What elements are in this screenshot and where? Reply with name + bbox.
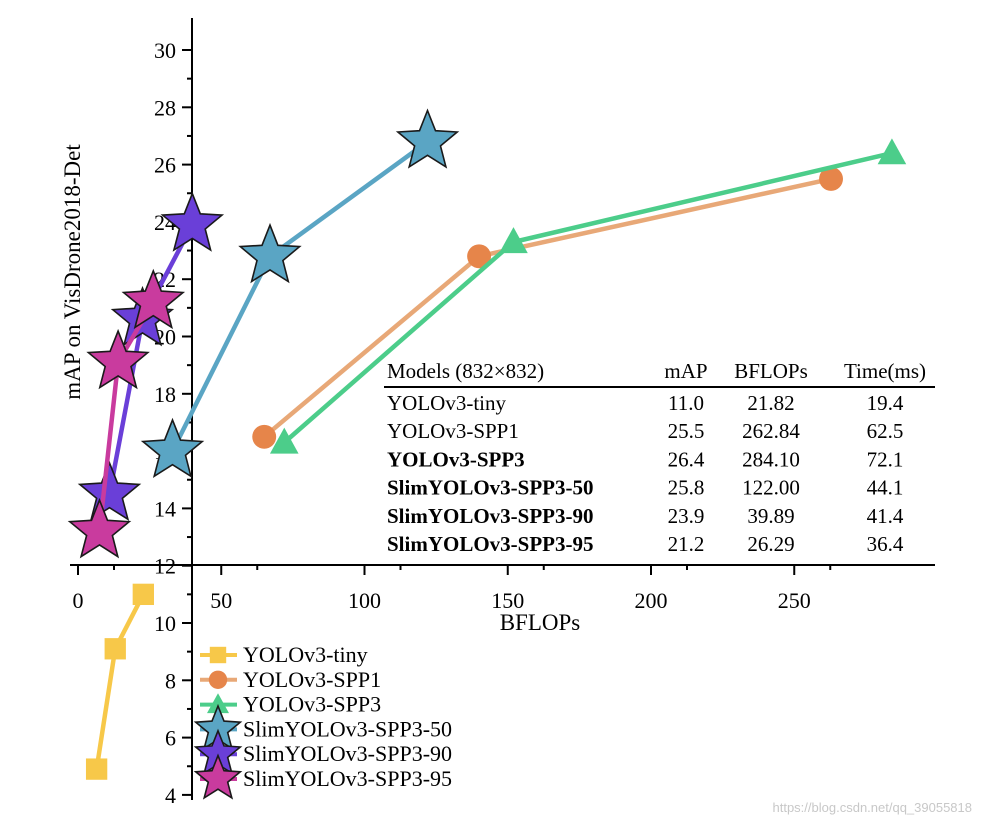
- y-tick-label: 14: [154, 496, 176, 521]
- y-tick-label: 4: [165, 783, 176, 808]
- table-header: mAP: [664, 359, 707, 383]
- stats-table: Models (832×832) mAP BFLOPs Time(ms) YOLOv3-…: [384, 359, 935, 556]
- data-point: [467, 244, 492, 269]
- table-cell-bflops: 122.00: [742, 476, 800, 500]
- series-line: [262, 176, 832, 439]
- legend-marker: [209, 646, 227, 664]
- table-cell-time: 44.1: [867, 476, 904, 500]
- table-cell-bflops: 284.10: [742, 447, 800, 471]
- series-SlimYOLOv3-SPP3-50: [140, 108, 460, 479]
- legend-item: SlimYOLOv3-SPP3-50: [193, 703, 452, 751]
- y-tick-label: 10: [154, 611, 176, 636]
- table-row: YOLOv3-SPP1 25.5 262.84 62.5: [387, 419, 903, 443]
- legend-marker: [193, 753, 243, 800]
- y-tick-label: 30: [154, 38, 176, 63]
- data-point: [160, 191, 225, 252]
- watermark: https://blog.csdn.net/qq_39055818: [773, 800, 973, 815]
- legend-label: YOLOv3-tiny: [243, 642, 368, 667]
- legend-label: YOLOv3-SPP3: [243, 692, 381, 717]
- table-header: Time(ms): [844, 359, 926, 383]
- series-line: [94, 593, 146, 770]
- data-point: [77, 460, 142, 522]
- table-cell-bflops: 26.29: [747, 532, 794, 556]
- data-point: [819, 166, 843, 191]
- legend-label: SlimYOLOv3-SPP3-95: [243, 766, 452, 791]
- table-cell-model: YOLOv3-SPP1: [387, 419, 519, 443]
- legend-label: SlimYOLOv3-SPP3-90: [243, 741, 452, 766]
- y-axis-title: mAP on VisDrone2018-Det: [60, 144, 85, 400]
- series-YOLOv3-SPP1: [252, 166, 843, 449]
- table-cell-bflops: 21.82: [747, 391, 794, 415]
- data-point: [104, 638, 126, 660]
- x-tick-label: 250: [778, 588, 811, 613]
- legend-item: YOLOv3-SPP3: [200, 692, 381, 717]
- table-cell-map: 11.0: [668, 391, 704, 415]
- x-tick-label: 50: [210, 588, 232, 613]
- y-tick-label: 6: [165, 726, 176, 751]
- legend-item: SlimYOLOv3-SPP3-95: [193, 753, 452, 800]
- legend-label: SlimYOLOv3-SPP3-50: [243, 716, 452, 741]
- table-cell-map: 26.4: [668, 447, 705, 471]
- data-point: [85, 758, 108, 780]
- data-point: [252, 424, 277, 449]
- y-tick-label: 18: [154, 382, 176, 407]
- y-tick-label: 12: [154, 554, 176, 579]
- x-tick-label: 0: [73, 588, 84, 613]
- legend: YOLOv3-tinyYOLOv3-SPP1YOLOv3-SPP3SlimYOL…: [193, 642, 452, 800]
- table-cell-bflops: 262.84: [742, 419, 800, 443]
- legend-item: YOLOv3-tiny: [200, 642, 368, 667]
- table-cell-model: SlimYOLOv3-SPP3-90: [387, 504, 594, 528]
- data-point: [121, 268, 186, 330]
- legend-item: YOLOv3-SPP1: [200, 667, 381, 692]
- table-cell-time: 72.1: [867, 447, 904, 471]
- data-point: [86, 328, 150, 390]
- data-point: [877, 138, 907, 165]
- series-layer: [67, 108, 907, 780]
- legend-marker: [207, 693, 229, 714]
- series-line: [282, 150, 893, 445]
- table-cell-model: SlimYOLOv3-SPP3-50: [387, 476, 594, 500]
- data-point: [238, 222, 302, 284]
- table-cell-bflops: 39.89: [747, 504, 794, 528]
- data-point: [395, 108, 460, 169]
- table-cell-model: SlimYOLOv3-SPP3-95: [387, 532, 594, 556]
- table-header: Models (832×832): [387, 359, 544, 383]
- series-SlimYOLOv3-SPP3-95: [67, 268, 186, 559]
- table-row: SlimYOLOv3-SPP3-50 25.8 122.00 44.1: [387, 476, 903, 500]
- y-tick-label: 26: [154, 153, 176, 178]
- y-tick-label: 8: [165, 668, 176, 693]
- table-row: SlimYOLOv3-SPP3-95 21.2 26.29 36.4: [387, 532, 904, 556]
- table-cell-model: YOLOv3-tiny: [387, 391, 506, 415]
- x-tick-label: 100: [348, 588, 381, 613]
- y-tick-label: 28: [154, 95, 176, 120]
- legend-label: YOLOv3-SPP1: [243, 667, 381, 692]
- data-point: [499, 227, 528, 254]
- table-row: YOLOv3-tiny 11.0 21.82 19.4: [387, 391, 904, 415]
- table-cell-time: 62.5: [867, 419, 904, 443]
- x-axis-title: BFLOPs: [500, 610, 581, 635]
- x-tick-label: 150: [491, 588, 524, 613]
- legend-marker: [208, 670, 228, 689]
- table-cell-map: 25.8: [668, 476, 705, 500]
- data-point: [140, 417, 205, 479]
- table-cell-time: 41.4: [867, 504, 904, 528]
- series-YOLOv3-tiny: [85, 583, 154, 780]
- table-cell-time: 19.4: [867, 391, 904, 415]
- table-cell-map: 25.5: [668, 419, 705, 443]
- x-tick-label: 200: [635, 588, 668, 613]
- legend-item: SlimYOLOv3-SPP3-90: [193, 728, 452, 775]
- data-point: [67, 497, 132, 559]
- table-row: YOLOv3-SPP3 26.4 284.10 72.1: [387, 447, 903, 471]
- table-cell-time: 36.4: [867, 532, 904, 556]
- table-cell-map: 23.9: [668, 504, 705, 528]
- table-row: SlimYOLOv3-SPP3-90 23.9 39.89 41.4: [387, 504, 904, 528]
- table-header: BFLOPs: [734, 359, 808, 383]
- table-cell-map: 21.2: [668, 532, 705, 556]
- data-point: [132, 583, 154, 606]
- table-cell-model: YOLOv3-SPP3: [387, 447, 525, 471]
- data-point: [269, 427, 299, 454]
- series-YOLOv3-SPP3: [269, 138, 907, 454]
